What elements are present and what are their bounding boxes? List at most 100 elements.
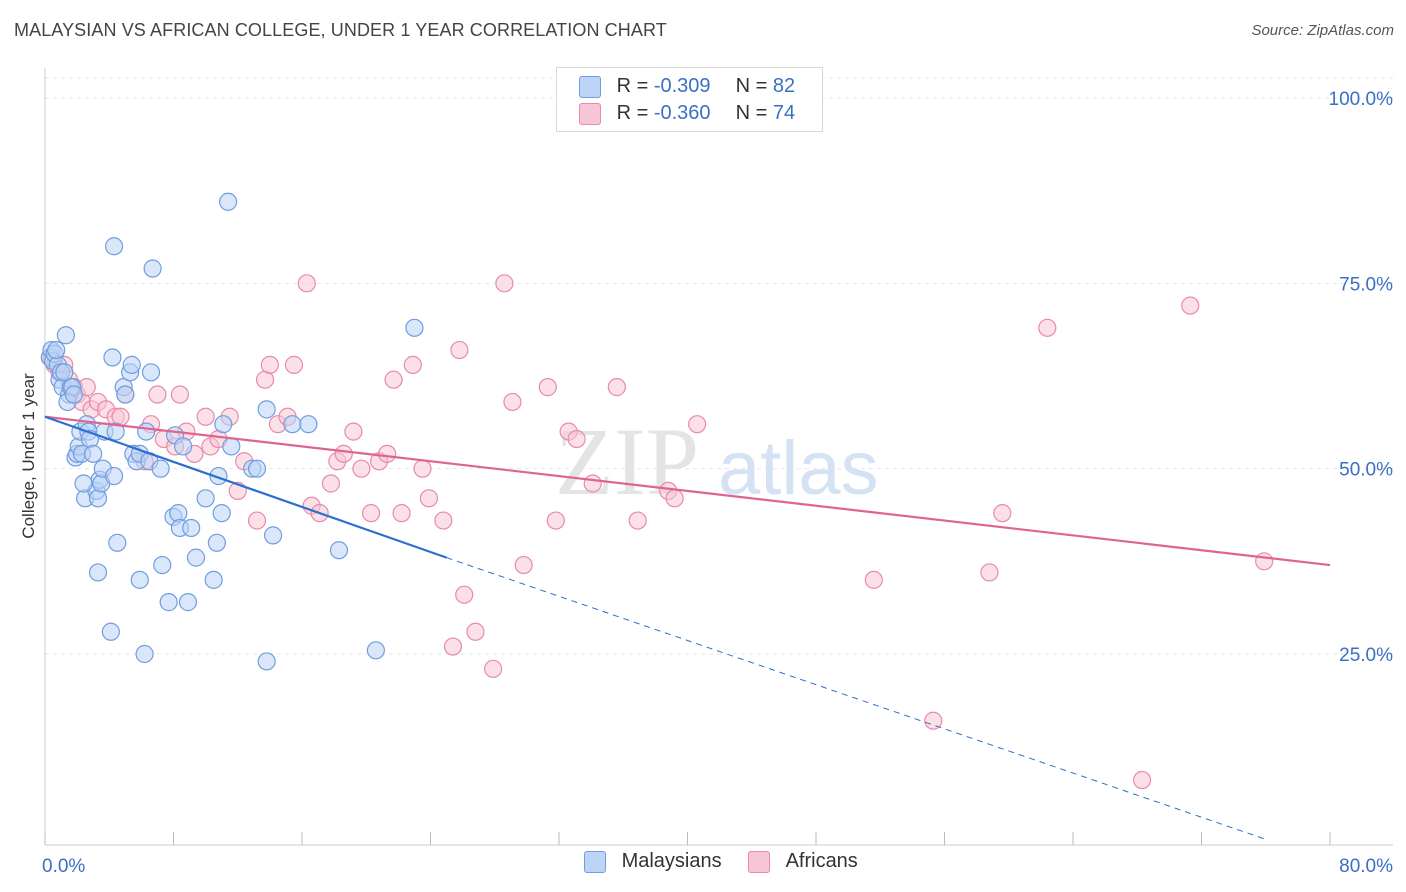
trend-lines xyxy=(44,415,1331,840)
malaysian-point xyxy=(64,385,84,404)
bottom-legend-malaysians: Malaysians xyxy=(584,850,722,873)
african-point xyxy=(864,570,883,589)
chart-title: MALAYSIAN VS AFRICAN COLLEGE, UNDER 1 YE… xyxy=(14,20,667,40)
bottom-legend-africans: Africans xyxy=(748,850,858,873)
malaysian-point xyxy=(214,415,233,434)
malaysian-point xyxy=(135,644,154,664)
legend-r-malaysians: -0.309 xyxy=(653,75,711,98)
malaysian-point xyxy=(84,444,103,463)
african-point xyxy=(495,274,514,293)
malaysian-point xyxy=(151,459,170,478)
african-point xyxy=(321,474,341,493)
x-max-label: 80.0% xyxy=(1339,856,1393,877)
malaysian-point xyxy=(104,237,124,256)
grid-lines xyxy=(45,77,1393,655)
african-point xyxy=(466,622,485,641)
malaysian-point xyxy=(299,415,318,434)
x-min-label: 0.0% xyxy=(42,856,85,877)
legend-swatch-pink xyxy=(579,102,601,125)
legend-r-label: R = xyxy=(616,75,649,98)
malaysian-point xyxy=(257,652,276,671)
malaysians-points xyxy=(40,192,424,671)
african-point xyxy=(567,429,586,449)
malaysian-point xyxy=(122,355,141,374)
malaysian-point xyxy=(141,363,161,382)
malaysian-point xyxy=(101,622,120,641)
african-point xyxy=(413,459,432,478)
africans-trend-line xyxy=(44,415,1331,567)
african-point xyxy=(538,378,557,397)
legend-n-label: N = xyxy=(735,75,768,98)
african-point xyxy=(419,489,438,508)
malaysian-point xyxy=(74,474,93,493)
malaysian-point xyxy=(153,555,172,575)
malaysian-point xyxy=(88,563,108,582)
african-point xyxy=(1255,552,1274,571)
correlation-legend: R = -0.309 N = 82 R = -0.360 N = 74 xyxy=(556,67,823,132)
african-point xyxy=(924,711,943,730)
malaysian-point xyxy=(137,422,156,441)
malaysian-point xyxy=(186,548,206,567)
african-point xyxy=(628,511,647,530)
african-point xyxy=(148,385,167,404)
african-point xyxy=(260,355,279,374)
malaysian-point xyxy=(178,593,198,612)
malaysian-point xyxy=(204,570,223,589)
african-point xyxy=(993,504,1012,523)
african-point xyxy=(378,444,397,463)
african-point xyxy=(1038,318,1057,337)
african-point xyxy=(484,659,503,678)
african-point xyxy=(284,355,304,374)
malaysian-point xyxy=(247,459,267,478)
malaysian-point xyxy=(207,533,226,552)
legend-n-malaysians: 82 xyxy=(772,75,796,98)
african-point xyxy=(607,378,626,397)
malaysian-point xyxy=(222,437,241,456)
malaysian-point xyxy=(257,400,276,419)
malaysian-point xyxy=(263,526,283,545)
africans-points xyxy=(42,274,1274,790)
african-point xyxy=(170,385,190,404)
african-point xyxy=(546,511,565,530)
malaysian-point xyxy=(108,533,127,552)
watermark: ZIP atlas xyxy=(555,408,879,515)
source-label: Source: ZipAtlas.com xyxy=(1251,22,1394,39)
malaysian-point xyxy=(209,466,228,486)
african-point xyxy=(688,415,707,434)
african-point xyxy=(1132,770,1152,790)
african-point xyxy=(583,474,602,493)
bottom-legend-label-africans: Africans xyxy=(785,850,858,873)
african-point xyxy=(392,504,411,523)
african-point xyxy=(344,422,363,441)
african-point xyxy=(196,407,215,426)
malaysian-point xyxy=(106,422,125,441)
malaysian-point xyxy=(104,466,124,486)
african-point xyxy=(1181,296,1200,315)
legend-n-label: N = xyxy=(735,102,768,125)
malaysian-point xyxy=(219,192,238,211)
bottom-legend-swatch-pink xyxy=(748,850,770,873)
malaysian-point xyxy=(143,259,162,278)
legend-swatch-blue xyxy=(579,75,601,98)
y-tick-labels: 25.0% 50.0% 75.0% 100.0% xyxy=(1329,89,1394,666)
malaysian-point xyxy=(405,318,424,337)
malaysian-point xyxy=(56,326,75,345)
african-point xyxy=(361,504,381,523)
african-point xyxy=(980,563,999,582)
axes xyxy=(44,68,1393,846)
african-point xyxy=(443,637,463,656)
malaysians-trend-extension xyxy=(446,557,1266,840)
african-point xyxy=(384,370,403,389)
malaysian-point xyxy=(196,489,215,508)
african-point xyxy=(334,444,353,463)
legend-row-africans: R = -0.360 N = 74 xyxy=(579,102,795,126)
african-point xyxy=(434,511,453,530)
african-point xyxy=(403,355,422,374)
african-point xyxy=(247,511,267,530)
malaysian-point xyxy=(174,437,193,456)
y-tick-label: 100.0% xyxy=(1329,89,1394,110)
bottom-legend-swatch-blue xyxy=(584,850,606,873)
african-point xyxy=(665,489,684,508)
bottom-legend-label-malaysians: Malaysians xyxy=(621,850,722,873)
